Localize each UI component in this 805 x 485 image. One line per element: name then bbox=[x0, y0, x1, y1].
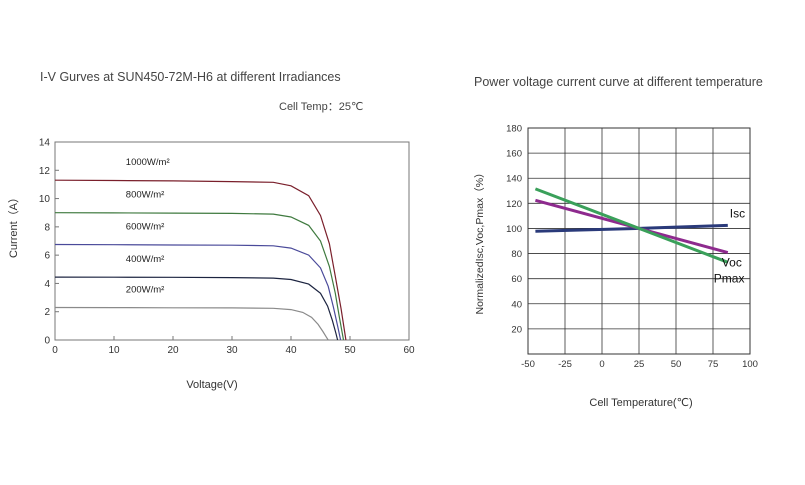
iv-x-axis-label: Voltage(V) bbox=[186, 379, 237, 391]
iv-x-tick-label: 50 bbox=[344, 345, 356, 356]
temp-chart-title: Power voltage current curve at different… bbox=[474, 75, 763, 89]
iv-x-tick-label: 40 bbox=[285, 345, 297, 356]
temp-y-tick-label: 180 bbox=[506, 124, 522, 135]
iv-chart-subtitle: Cell Temp：25℃ bbox=[279, 101, 363, 113]
iv-curve-chart: I-V Gurves at SUN450-72M-H6 at different… bbox=[7, 70, 415, 391]
iv-y-tick-label: 10 bbox=[39, 194, 51, 205]
temp-series-group bbox=[534, 187, 729, 264]
iv-chart-title: I-V Gurves at SUN450-72M-H6 at different… bbox=[40, 70, 341, 84]
iv-series-line-1 bbox=[54, 212, 345, 341]
temp-plot-frame bbox=[527, 127, 751, 355]
iv-y-tick-label: 4 bbox=[44, 279, 50, 290]
iv-series-line-2 bbox=[54, 243, 342, 341]
iv-y-tick-label: 12 bbox=[39, 166, 51, 177]
temperature-curve-chart: Power voltage current curve at different… bbox=[474, 75, 763, 409]
temp-y-tick-label: 120 bbox=[506, 199, 522, 210]
iv-series-line-0 bbox=[54, 179, 347, 341]
iv-y-tick-label: 0 bbox=[44, 336, 50, 347]
iv-series-labels: 1000W/m² 800W/m² 600W/m² 400W/m² 200W/m² bbox=[126, 157, 170, 295]
temp-series-label-2: Pmax bbox=[714, 271, 745, 285]
iv-series-label-0: 1000W/m² bbox=[126, 157, 170, 168]
iv-x-ticks: 0 10 20 30 40 50 60 bbox=[52, 336, 415, 356]
temp-x-tick-label: 75 bbox=[708, 359, 719, 370]
temp-x-tick-label: -50 bbox=[521, 359, 535, 370]
iv-plot-frame bbox=[54, 141, 410, 341]
temp-grid bbox=[527, 127, 751, 354]
temp-x-tick-label: 100 bbox=[742, 359, 758, 370]
temp-y-tick-label: 80 bbox=[511, 249, 522, 260]
temp-y-tick-label: 100 bbox=[506, 224, 522, 235]
iv-y-axis-label: Current（A） bbox=[7, 192, 20, 258]
iv-y-tick-label: 14 bbox=[39, 138, 51, 149]
temp-series-label-0: Isc bbox=[730, 206, 745, 220]
temp-y-axis-label: NormalizedIsc,Voc,Pmax（%） bbox=[474, 167, 486, 314]
temp-x-ticks: -50 -25 0 25 50 75 100 bbox=[521, 359, 758, 370]
temp-x-tick-label: 25 bbox=[634, 359, 645, 370]
iv-x-tick-label: 10 bbox=[108, 345, 120, 356]
iv-y-tick-label: 8 bbox=[44, 222, 50, 233]
iv-series-label-1: 800W/m² bbox=[126, 190, 165, 201]
iv-series-label-3: 400W/m² bbox=[126, 254, 165, 265]
temp-x-tick-label: 0 bbox=[599, 359, 604, 370]
iv-x-tick-label: 20 bbox=[167, 345, 179, 356]
temp-y-ticks: 20 40 60 80 100 120 140 160 180 bbox=[506, 124, 522, 336]
temp-y-tick-label: 20 bbox=[511, 324, 522, 335]
iv-series-line-3 bbox=[54, 276, 339, 341]
temp-y-tick-label: 140 bbox=[506, 174, 522, 185]
temp-y-tick-label: 60 bbox=[511, 274, 522, 285]
temp-series-line-2 bbox=[534, 187, 729, 264]
iv-y-tick-label: 2 bbox=[44, 307, 50, 318]
temp-x-tick-label: -25 bbox=[558, 359, 572, 370]
temp-y-tick-label: 40 bbox=[511, 299, 522, 310]
iv-x-tick-label: 60 bbox=[403, 345, 415, 356]
iv-series-line-4 bbox=[54, 306, 329, 341]
temp-series-label-1: Voc bbox=[722, 256, 742, 270]
iv-series-label-2: 600W/m² bbox=[126, 222, 165, 233]
temp-x-axis-label: Cell Temperature(℃) bbox=[589, 397, 692, 409]
iv-series-group bbox=[54, 179, 347, 341]
temp-x-tick-label: 50 bbox=[671, 359, 682, 370]
temp-y-tick-label: 160 bbox=[506, 149, 522, 160]
iv-series-label-4: 200W/m² bbox=[126, 284, 165, 295]
iv-y-ticks: 0 2 4 6 8 10 12 14 bbox=[39, 138, 59, 347]
iv-x-tick-label: 0 bbox=[52, 345, 58, 356]
iv-x-tick-label: 30 bbox=[226, 345, 238, 356]
iv-y-tick-label: 6 bbox=[44, 251, 50, 262]
